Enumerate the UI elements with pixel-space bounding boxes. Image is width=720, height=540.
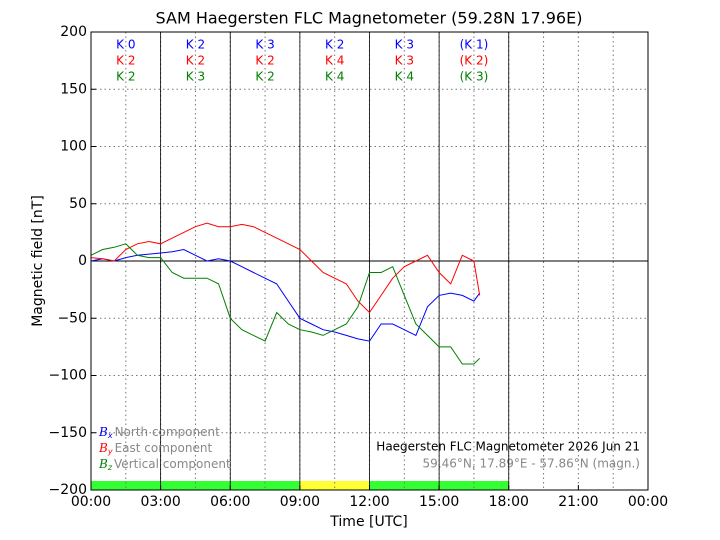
k-index-label: (K 3) (460, 70, 489, 84)
legend-entry: Bx North component (98, 425, 220, 440)
y-tick-label: 100 (60, 139, 87, 155)
x-tick-label: 21:00 (558, 494, 598, 510)
legend-label: East component (115, 441, 213, 455)
y-tick-label: −50 (57, 310, 87, 326)
legend-symbol: B (98, 457, 108, 471)
k-index-label: K 3 (395, 54, 414, 68)
x-tick-label: 15:00 (419, 494, 459, 510)
y-tick-label: −200 (49, 482, 87, 498)
k-index-label: K 2 (116, 54, 135, 68)
plot-frame (90, 31, 649, 491)
y-tick-label: −150 (49, 425, 87, 441)
x-tick-label: 09:00 (280, 494, 320, 510)
x-tick-label: 18:00 (489, 494, 529, 510)
y-tick-label: 0 (78, 253, 87, 269)
series-line (90, 248, 481, 342)
y-axis-label: Magnetic field [nT] (30, 195, 46, 327)
legend-entry: Bz Vertical component (98, 457, 231, 472)
x-axis-label: Time [UTC] (329, 514, 407, 530)
x-tick-label: 06:00 (210, 494, 250, 510)
legend-subscript: z (107, 463, 113, 472)
y-tick-label: 50 (69, 196, 87, 212)
k-index-label: K 2 (116, 70, 135, 84)
x-tick-label: 03:00 (140, 494, 180, 510)
k-index-label: K 4 (325, 70, 344, 84)
y-tick-label: −100 (49, 368, 87, 384)
series-line (90, 222, 481, 314)
k-index-label: K 4 (325, 54, 344, 68)
k-index-label: K 2 (325, 38, 344, 52)
k-index-label: (K 1) (460, 38, 489, 52)
k-index-label: K 2 (255, 54, 274, 68)
k-index-label: K 2 (255, 70, 274, 84)
x-tick-label: 12:00 (349, 494, 389, 510)
k-index-label: K 4 (395, 70, 414, 84)
k-index-label: (K 2) (460, 54, 489, 68)
k-index-label: K 3 (395, 38, 414, 52)
k-index-label: K 0 (116, 38, 135, 52)
k-index-label: K 3 (186, 70, 205, 84)
activity-bar (91, 481, 300, 490)
series-line (90, 243, 481, 365)
legend-symbol: B (98, 441, 108, 455)
k-index-label: K 2 (186, 54, 205, 68)
x-tick-label: 00:00 (628, 494, 668, 510)
legend-subscript: x (107, 431, 113, 440)
k-index-label: K 3 (255, 38, 274, 52)
y-tick-label: 200 (60, 24, 87, 40)
x-tick-label: 00:00 (71, 494, 111, 510)
annotation: Haegersten FLC Magnetometer 2026 Jun 21 (376, 440, 640, 454)
legend-entry: By East component (98, 441, 212, 456)
chart-title: SAM Haegersten FLC Magnetometer (59.28N … (156, 9, 583, 28)
activity-bar (299, 481, 370, 490)
legend-label: Vertical component (114, 457, 231, 471)
y-tick-label: 150 (60, 81, 87, 97)
location: 59.46°N, 17.89°E - 57.86°N (magn.) (423, 457, 640, 471)
legend-label: North component (115, 425, 221, 439)
k-index-label: K 2 (186, 38, 205, 52)
legend-subscript: y (107, 447, 113, 456)
legend-symbol: B (98, 425, 108, 439)
